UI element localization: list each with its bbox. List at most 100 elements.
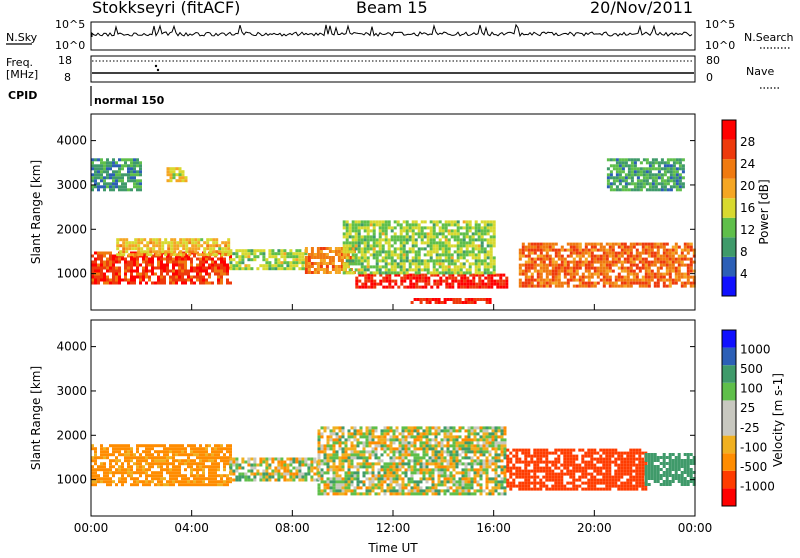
velocity-colorbar-swatch: [722, 330, 736, 348]
velocity-colorbar-tick: -1000: [740, 479, 775, 493]
power-colorbar-swatch: [722, 237, 736, 257]
y-tick-label: 4000: [56, 340, 87, 354]
nave-dip-marker: [157, 69, 159, 71]
velocity-region: [318, 426, 507, 495]
velocity-region: [229, 458, 319, 482]
power-colorbar-tick: 4: [740, 267, 748, 281]
velocity-colorbar-tick: -500: [740, 460, 767, 474]
power-panel: 1000 2000 3000 4000 Slant Range [km]: [29, 114, 696, 310]
nave-tick-top: 80: [706, 54, 720, 67]
nave-dip-marker: [155, 65, 157, 67]
y-tick-label: 4000: [56, 134, 87, 148]
power-colorbar-tick: 20: [740, 179, 755, 193]
nsky-tick-top: 10^5: [55, 18, 85, 31]
power-region: [411, 298, 492, 304]
y-tick-label: 2000: [56, 222, 87, 236]
velocity-heatmap: [91, 426, 696, 495]
velocity-region: [645, 453, 696, 486]
x-tick-label: 00:00: [74, 521, 109, 535]
velocity-panel: 1000 2000 3000 4000 Slant Range [km]: [29, 320, 696, 516]
nsky-label: N.Sky: [6, 31, 38, 44]
cpid-label: CPID: [8, 89, 37, 102]
nsky-line: [92, 25, 692, 37]
y-tick-label: 3000: [56, 384, 87, 398]
velocity-colorbar-swatch: [722, 471, 736, 489]
x-tick-label: 16:00: [476, 521, 511, 535]
y-tick-label: 2000: [56, 428, 87, 442]
freq-tick-bottom: 8: [64, 71, 71, 84]
velocity-colorbar-swatch: [722, 400, 736, 418]
power-colorbar-swatch: [722, 120, 736, 140]
time-axis-label: Time UT: [367, 541, 418, 554]
cpid-panel: CPID normal 150: [8, 86, 165, 107]
power-ylabel: Slant Range [km]: [29, 160, 43, 264]
power-region: [607, 158, 685, 191]
y-tick-label: 1000: [56, 267, 87, 281]
power-colorbar-swatch: [722, 159, 736, 179]
cpid-value: normal 150: [94, 94, 165, 107]
velocity-region: [506, 449, 647, 491]
nsky-frame: [91, 22, 695, 50]
power-colorbar-swatch: [722, 276, 736, 296]
power-colorbar-tick: 12: [740, 223, 755, 237]
freq-frame: [91, 56, 695, 82]
x-tick-label: 00:00: [678, 521, 713, 535]
nsearch-tick-bottom: 10^0: [705, 39, 735, 52]
freq-panel: Freq. [MHz] 18 8 80 0 Nave: [6, 54, 780, 88]
velocity-colorbar-tick: 1000: [740, 343, 771, 357]
velocity-colorbar-swatch: [722, 453, 736, 471]
freq-unit: [MHz]: [6, 68, 38, 81]
velocity-colorbar-swatch: [722, 418, 736, 436]
velocity-colorbar-swatch: [722, 488, 736, 506]
nsearch-label: N.Search: [744, 31, 794, 44]
velocity-colorbar-tick: 25: [740, 401, 755, 415]
power-region: [91, 158, 142, 191]
freq-tick-top: 18: [58, 54, 72, 67]
power-region: [519, 243, 696, 288]
power-heatmap: [91, 158, 696, 304]
velocity-colorbar-tick: 100: [740, 382, 763, 396]
nave-label: Nave: [746, 65, 774, 78]
power-colorbar-swatch: [722, 198, 736, 218]
velocity-colorbar: 1000 500 100 25 -25 -100 -500 -1000: [722, 330, 775, 506]
velocity-colorbar-swatch: [722, 383, 736, 401]
power-colorbar-swatch: [722, 257, 736, 277]
velocity-colorbar-tick: 500: [740, 362, 763, 376]
x-tick-label: 08:00: [275, 521, 310, 535]
velocity-colorbar-tick: -25: [740, 421, 760, 435]
power-colorbar-tick: 24: [740, 157, 755, 171]
velocity-region: [91, 444, 232, 486]
power-region: [355, 274, 508, 289]
beam-label: Beam 15: [356, 0, 428, 17]
velocity-colorbar-swatch: [722, 365, 736, 383]
power-colorbar-swatch: [722, 179, 736, 199]
velocity-ylabel: Slant Range [km]: [29, 366, 43, 470]
nsky-trace: [92, 25, 692, 37]
power-colorbar-swatch: [722, 218, 736, 238]
nsearch-tick-top: 10^5: [705, 18, 735, 31]
power-colorbar-swatch: [722, 140, 736, 160]
nave-tick-bottom: 0: [706, 71, 713, 84]
nsky-tick-bottom: 10^0: [55, 39, 85, 52]
power-region: [116, 238, 230, 256]
velocity-colorbar-tick: -100: [740, 440, 767, 454]
power-region: [229, 249, 307, 270]
power-colorbar-tick: 16: [740, 201, 755, 215]
y-tick-label: 3000: [56, 178, 87, 192]
x-tick-label: 04:00: [174, 521, 209, 535]
velocity-colorbar-label: Velocity [m s-1]: [771, 373, 785, 467]
nsky-panel: N.Sky 10^5 10^0 10^5 10^0 N.Search: [6, 18, 794, 52]
x-tick-label: 12:00: [376, 521, 411, 535]
power-colorbar-tick: 28: [740, 135, 755, 149]
y-tick-label: 1000: [56, 473, 87, 487]
power-region: [167, 167, 188, 182]
velocity-colorbar-swatch: [722, 436, 736, 454]
velocity-colorbar-swatch: [722, 348, 736, 366]
date-label: 20/Nov/2011: [590, 0, 693, 17]
power-region: [343, 220, 496, 274]
power-colorbar-label: Power [dB]: [757, 179, 771, 244]
station-title: Stokkseyri (fitACF): [92, 0, 240, 17]
